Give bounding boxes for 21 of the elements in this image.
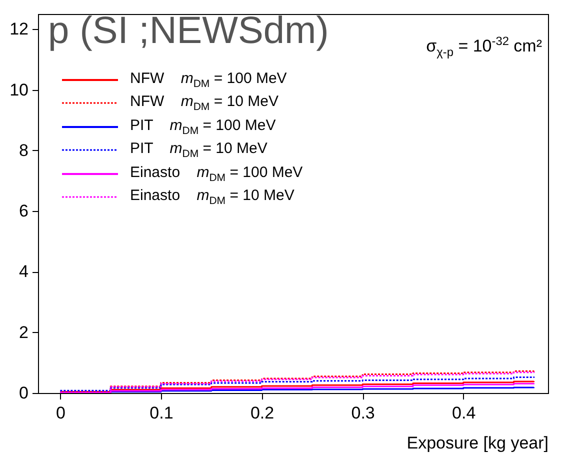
x-axis-title: Exposure [kg year] bbox=[406, 434, 548, 452]
y-tick-label: 8 bbox=[19, 140, 28, 160]
y-tick-label: 6 bbox=[19, 202, 28, 221]
legend-label: NFW m$_{DM}$ = 10 MeV bbox=[130, 93, 278, 114]
legend-label: PIT m$_{DM}$ = 100 MeV bbox=[130, 116, 276, 137]
y-tick-label: 10 bbox=[10, 80, 28, 100]
annotation: σ$_{χ-p}$ = 10$^{-32}$ cm² bbox=[426, 34, 542, 60]
legend-label: PIT m$_{DM}$ = 10 MeV bbox=[130, 140, 268, 160]
x-tick-label: 0.4 bbox=[452, 404, 476, 422]
legend-label: Einasto m$_{DM}$ = 10 MeV bbox=[130, 187, 294, 208]
x-tick-label: 0.2 bbox=[250, 404, 274, 422]
y-tick-label: 4 bbox=[19, 262, 28, 282]
y-tick-label: 2 bbox=[19, 322, 28, 342]
x-tick-label: 0.3 bbox=[351, 404, 375, 422]
x-tick-label: 0 bbox=[56, 404, 66, 422]
chart-title: p (SI ;NEWSdm) bbox=[48, 10, 329, 52]
legend-label: NFW m$_{DM}$ = 100 MeV bbox=[130, 70, 287, 90]
legend-label: Einasto m$_{DM}$ = 100 MeV bbox=[130, 164, 303, 184]
x-tick-label: 0.1 bbox=[150, 404, 174, 422]
y-tick-label: 12 bbox=[10, 20, 28, 39]
y-tick-label: 0 bbox=[19, 384, 28, 402]
